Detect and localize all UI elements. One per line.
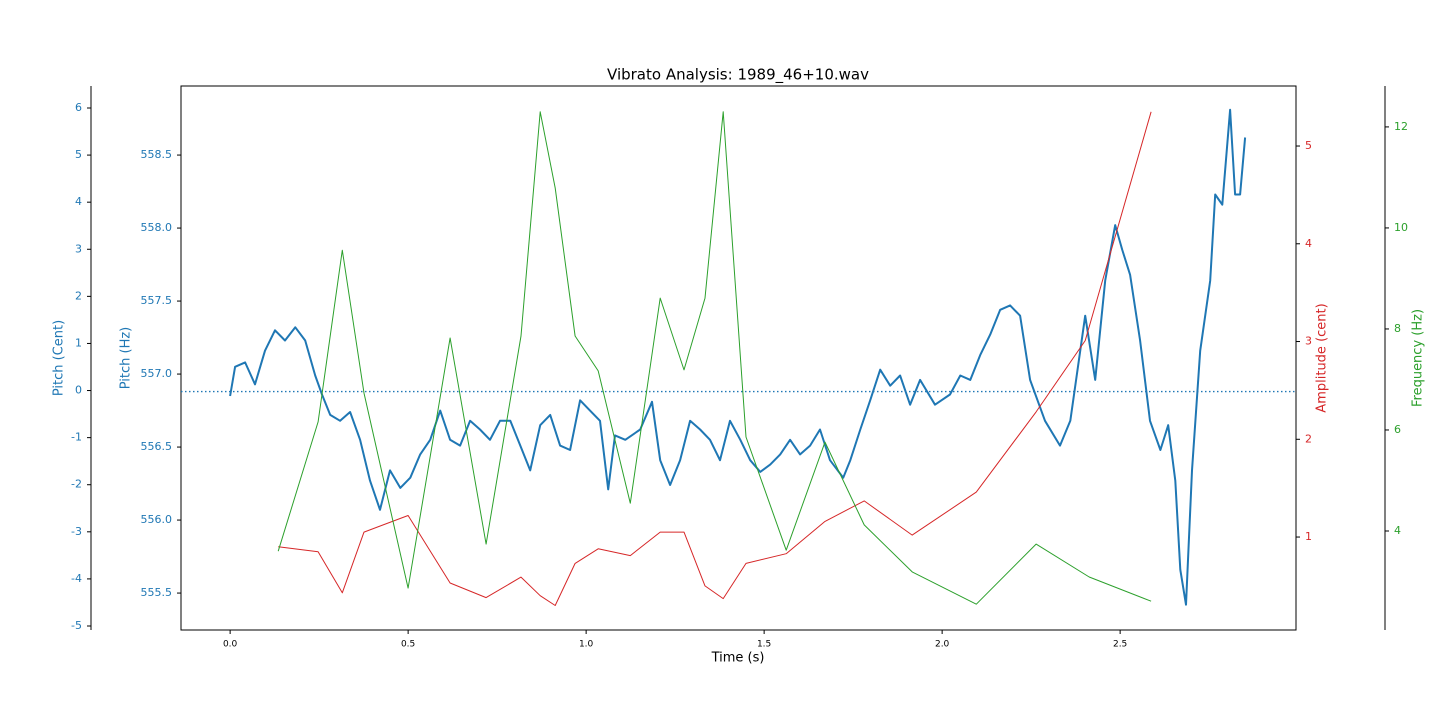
y2-tick-label: 3: [1305, 335, 1312, 348]
y-tick-label: 555.5: [141, 586, 173, 599]
y2-tick-label: 4: [1305, 237, 1312, 250]
y2-tick-label: 2: [1305, 432, 1312, 445]
cent-axis-label: Pitch (Cent): [52, 320, 67, 396]
y2-axis-label: Amplitude (cent): [1315, 303, 1330, 412]
y2-tick-label: 5: [1305, 139, 1312, 152]
cent-tick-label: 4: [75, 195, 82, 208]
cent-tick-label: -3: [71, 525, 82, 538]
plot-frame: [180, 85, 1297, 631]
y-tick-label: 556.0: [141, 513, 173, 526]
series-line: [229, 108, 1247, 606]
cent-tick-label: 2: [75, 289, 82, 302]
y3-tick-label: 10: [1394, 221, 1408, 234]
cent-tick-label: 5: [75, 148, 82, 161]
x-tick-label: 2.5: [1113, 640, 1127, 650]
cent-tick-label: 1: [75, 336, 82, 349]
y3-tick-label: 12: [1394, 120, 1408, 133]
x-axis-label: Time (s): [711, 651, 765, 666]
cent-tick-label: -5: [71, 619, 82, 632]
cent-tick-label: 3: [75, 242, 82, 255]
y3-tick-label: 6: [1394, 423, 1401, 436]
y2-tick-label: 1: [1305, 530, 1312, 543]
y-tick-label: 557.0: [141, 367, 173, 380]
cent-tick-label: -1: [71, 431, 82, 444]
y-tick-label: 558.5: [141, 148, 173, 161]
cent-tick-label: -2: [71, 478, 82, 491]
x-tick-label: 2.0: [935, 640, 950, 650]
y3-tick-label: 8: [1394, 322, 1401, 335]
series-line: [277, 111, 1152, 605]
cent-tick-label: -4: [71, 572, 82, 585]
cent-tick-label: 6: [75, 101, 82, 114]
cent-tick-label: 0: [75, 384, 82, 397]
y-axis-label: Pitch (Hz): [119, 327, 134, 390]
x-tick-label: 0.0: [223, 640, 238, 650]
x-tick-label: 0.5: [401, 640, 415, 650]
x-tick-label: 1.0: [579, 640, 594, 650]
y3-axis-label: Frequency (Hz): [1411, 309, 1426, 407]
y3-tick-label: 4: [1394, 524, 1401, 537]
y-tick-label: 558.0: [141, 221, 173, 234]
x-tick-label: 1.5: [757, 640, 771, 650]
y-tick-label: 557.5: [141, 294, 173, 307]
y-tick-label: 556.5: [141, 440, 173, 453]
chart-title: Vibrato Analysis: 1989_46+10.wav: [607, 66, 869, 85]
series-line: [278, 111, 1152, 606]
